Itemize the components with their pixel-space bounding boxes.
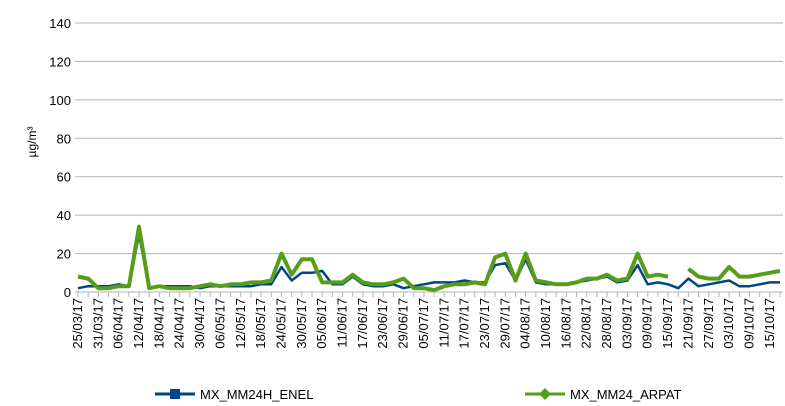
x-tick-label: 24/05/17 [273,298,288,349]
y-tick-label: 80 [57,131,71,146]
x-tick-label: 27/09/17 [701,298,716,349]
y-tick-label: 40 [57,208,71,223]
x-tick-label: 11/06/17 [335,298,350,348]
y-tick-label: 0 [64,285,71,300]
x-tick-label: 05/06/17 [314,298,329,349]
x-tick-label: 24/04/17 [172,298,187,349]
x-tick-label: 18/04/17 [151,298,166,349]
x-tick-label: 03/10/17 [721,298,736,349]
x-tick-label: 18/05/17 [253,298,268,349]
x-tick-label: 03/09/17 [619,298,634,349]
x-tick-label: 10/08/17 [538,298,553,349]
x-tick-label: 06/04/17 [111,298,126,349]
x-tick-label: 31/03/17 [90,298,105,349]
x-tick-label: 15/10/17 [762,298,777,349]
x-tick-label: 11/07/17 [436,298,451,348]
x-tick-label: 06/05/17 [212,298,227,349]
x-tick-label: 16/08/17 [558,298,573,349]
x-tick-label: 30/05/17 [294,298,309,349]
y-tick-label: 100 [49,93,71,108]
x-tick-label: 09/09/17 [640,298,655,349]
x-tick-label: 30/04/17 [192,298,207,349]
x-tick-label: 29/06/17 [396,298,411,349]
y-axis-label: µg/m³ [25,127,39,158]
y-tick-label: 20 [57,247,71,262]
x-tick-label: 17/07/17 [457,298,472,349]
y-tick-label: 120 [49,54,71,69]
series-line [77,233,780,290]
y-tick-label: 140 [49,16,71,31]
x-tick-label: 22/08/17 [579,298,594,349]
x-tick-label: 23/06/17 [375,298,390,349]
legend-marker [170,389,180,399]
legend-label: MX_MM24H_ENEL [200,387,313,402]
series-line [77,224,781,293]
x-tick-label: 09/10/17 [741,298,756,349]
x-tick-label: 05/07/17 [416,298,431,349]
x-tick-label: 15/09/17 [660,298,675,349]
x-tick-label: 04/08/17 [518,298,533,349]
x-tick-label: 12/05/17 [233,298,248,349]
x-tick-label: 29/07/17 [497,298,512,349]
legend-marker [539,388,551,400]
x-tick-label: 12/04/17 [131,298,146,349]
legend-label: MX_MM24_ARPAT [570,387,682,402]
x-tick-label: 25/03/17 [70,298,85,349]
x-tick-label: 17/06/17 [355,298,370,349]
x-tick-label: 23/07/17 [477,298,492,349]
x-tick-label: 28/08/17 [599,298,614,349]
x-tick-label: 21/09/17 [680,298,695,349]
y-tick-label: 60 [57,170,71,185]
